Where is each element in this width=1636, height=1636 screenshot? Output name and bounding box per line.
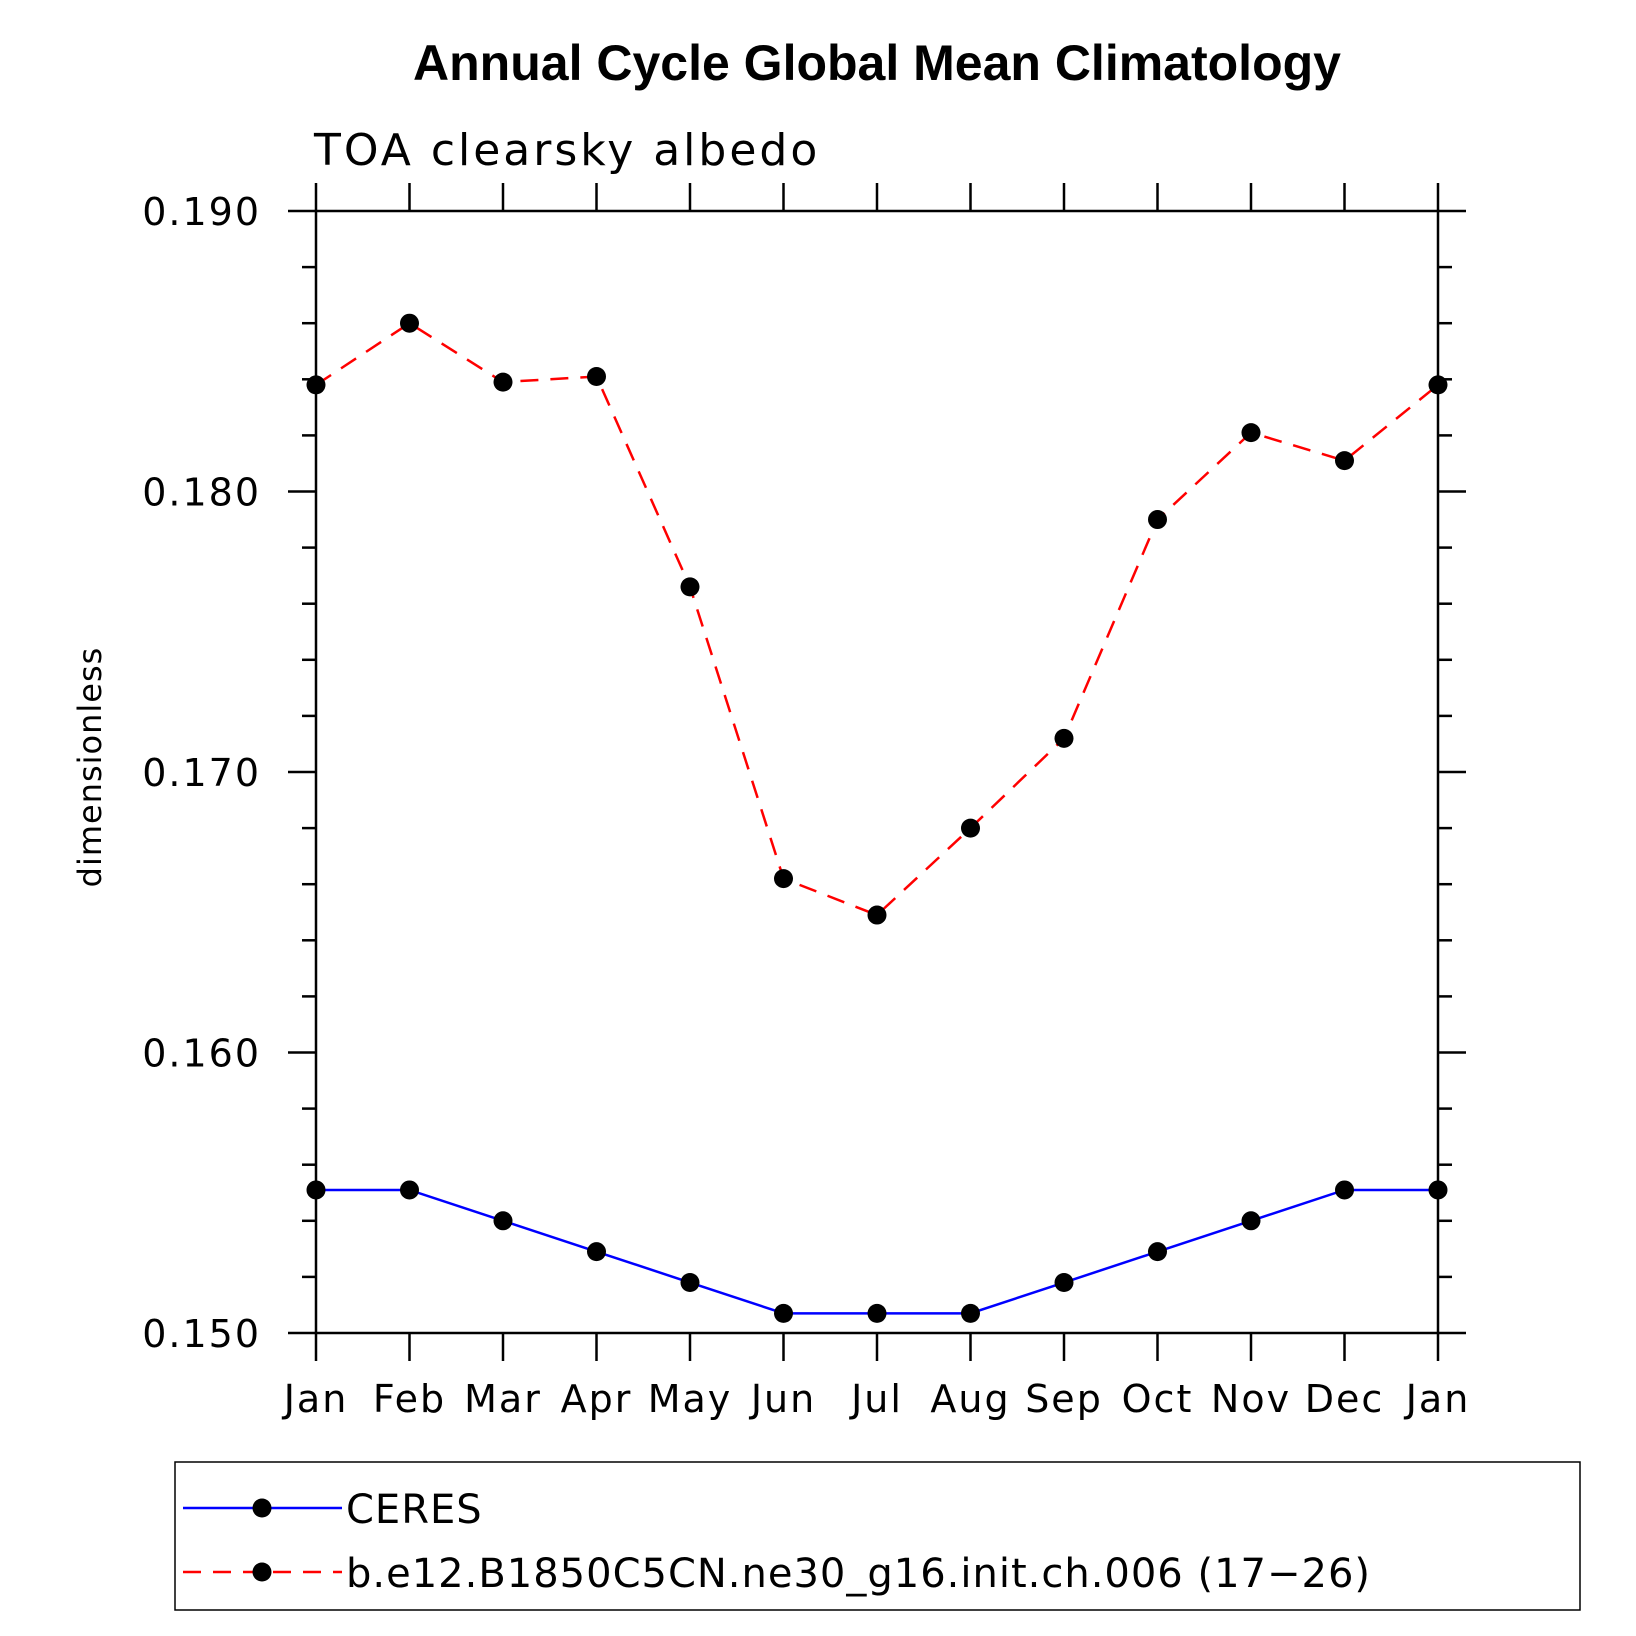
x-tick-label: Jan [1404, 1377, 1471, 1421]
legend-marker-2 [252, 1562, 272, 1582]
data-point [867, 1303, 887, 1323]
x-tick-label: Apr [561, 1377, 633, 1421]
y-tick-label: 0.170 [142, 751, 261, 795]
x-tick-label: Feb [373, 1377, 446, 1421]
y-tick-label: 0.160 [142, 1032, 261, 1076]
data-point [774, 869, 793, 889]
legend-label-2: b.e12.B1850C5CN.ne30_g16.init.ch.006 (17… [346, 1551, 1371, 1597]
data-point [1241, 1211, 1261, 1231]
series-line [316, 1188, 1438, 1315]
data-point [867, 905, 887, 925]
data-point [1054, 728, 1074, 748]
data-point [961, 1303, 980, 1323]
x-tick-label: Dec [1305, 1377, 1385, 1421]
data-point [961, 818, 980, 838]
data-point [1241, 423, 1261, 443]
chart-title: Annual Cycle Global Mean Climatology [413, 35, 1341, 91]
data-point [306, 375, 326, 395]
y-tick-label: 0.190 [142, 190, 261, 234]
data-point [680, 577, 700, 597]
x-tick-label: Mar [464, 1377, 542, 1421]
axis-ticks [288, 183, 1466, 1361]
x-tick-label: Jan [282, 1377, 349, 1421]
series-2 [306, 313, 1448, 925]
data-point [680, 1273, 700, 1293]
data-point [1148, 1242, 1167, 1262]
legend-label-1: CERES [346, 1487, 483, 1533]
data-point [1148, 510, 1167, 530]
x-tick-label: Aug [930, 1377, 1010, 1421]
data-point [1054, 1273, 1074, 1293]
legend: CERES b.e12.B1850C5CN.ne30_g16.init.ch.00… [183, 1487, 1371, 1597]
legend-box [174, 1461, 1581, 1611]
x-tick-label: Sep [1025, 1377, 1103, 1421]
data-point [1428, 375, 1448, 395]
x-tick-label: Jul [849, 1377, 903, 1421]
series-lines [306, 313, 1448, 1323]
data-point [587, 366, 606, 386]
legend-marker-1 [252, 1498, 272, 1518]
y-tick-label: 0.180 [142, 471, 261, 515]
data-point [400, 313, 419, 333]
data-point [400, 1180, 419, 1200]
y-tick-labels: 0.150 0.160 0.170 0.180 0.190 [142, 190, 261, 1356]
data-point [587, 1242, 606, 1262]
data-point [774, 1303, 793, 1323]
y-axis-label: dimensionless [71, 647, 109, 888]
data-point [1335, 1180, 1354, 1200]
x-tick-label: May [648, 1377, 733, 1421]
data-point [1335, 451, 1354, 471]
data-point [1428, 1180, 1448, 1200]
data-point [493, 372, 513, 392]
x-tick-label: Oct [1122, 1377, 1194, 1421]
x-tick-label: Jun [749, 1377, 816, 1421]
x-tick-labels: Jan Feb Mar Apr May Jun Jul Aug Sep Oct Nov Dec Jan [282, 1377, 1471, 1421]
chart-subtitle: TOA clearsky albedo [313, 125, 820, 176]
series-line [315, 321, 1439, 917]
data-point [306, 1180, 326, 1200]
plot-area-frame [314, 209, 1440, 1335]
data-point [493, 1211, 513, 1231]
series-1 [306, 1180, 1448, 1323]
x-tick-label: Nov [1211, 1377, 1291, 1421]
y-tick-label: 0.150 [142, 1312, 261, 1356]
